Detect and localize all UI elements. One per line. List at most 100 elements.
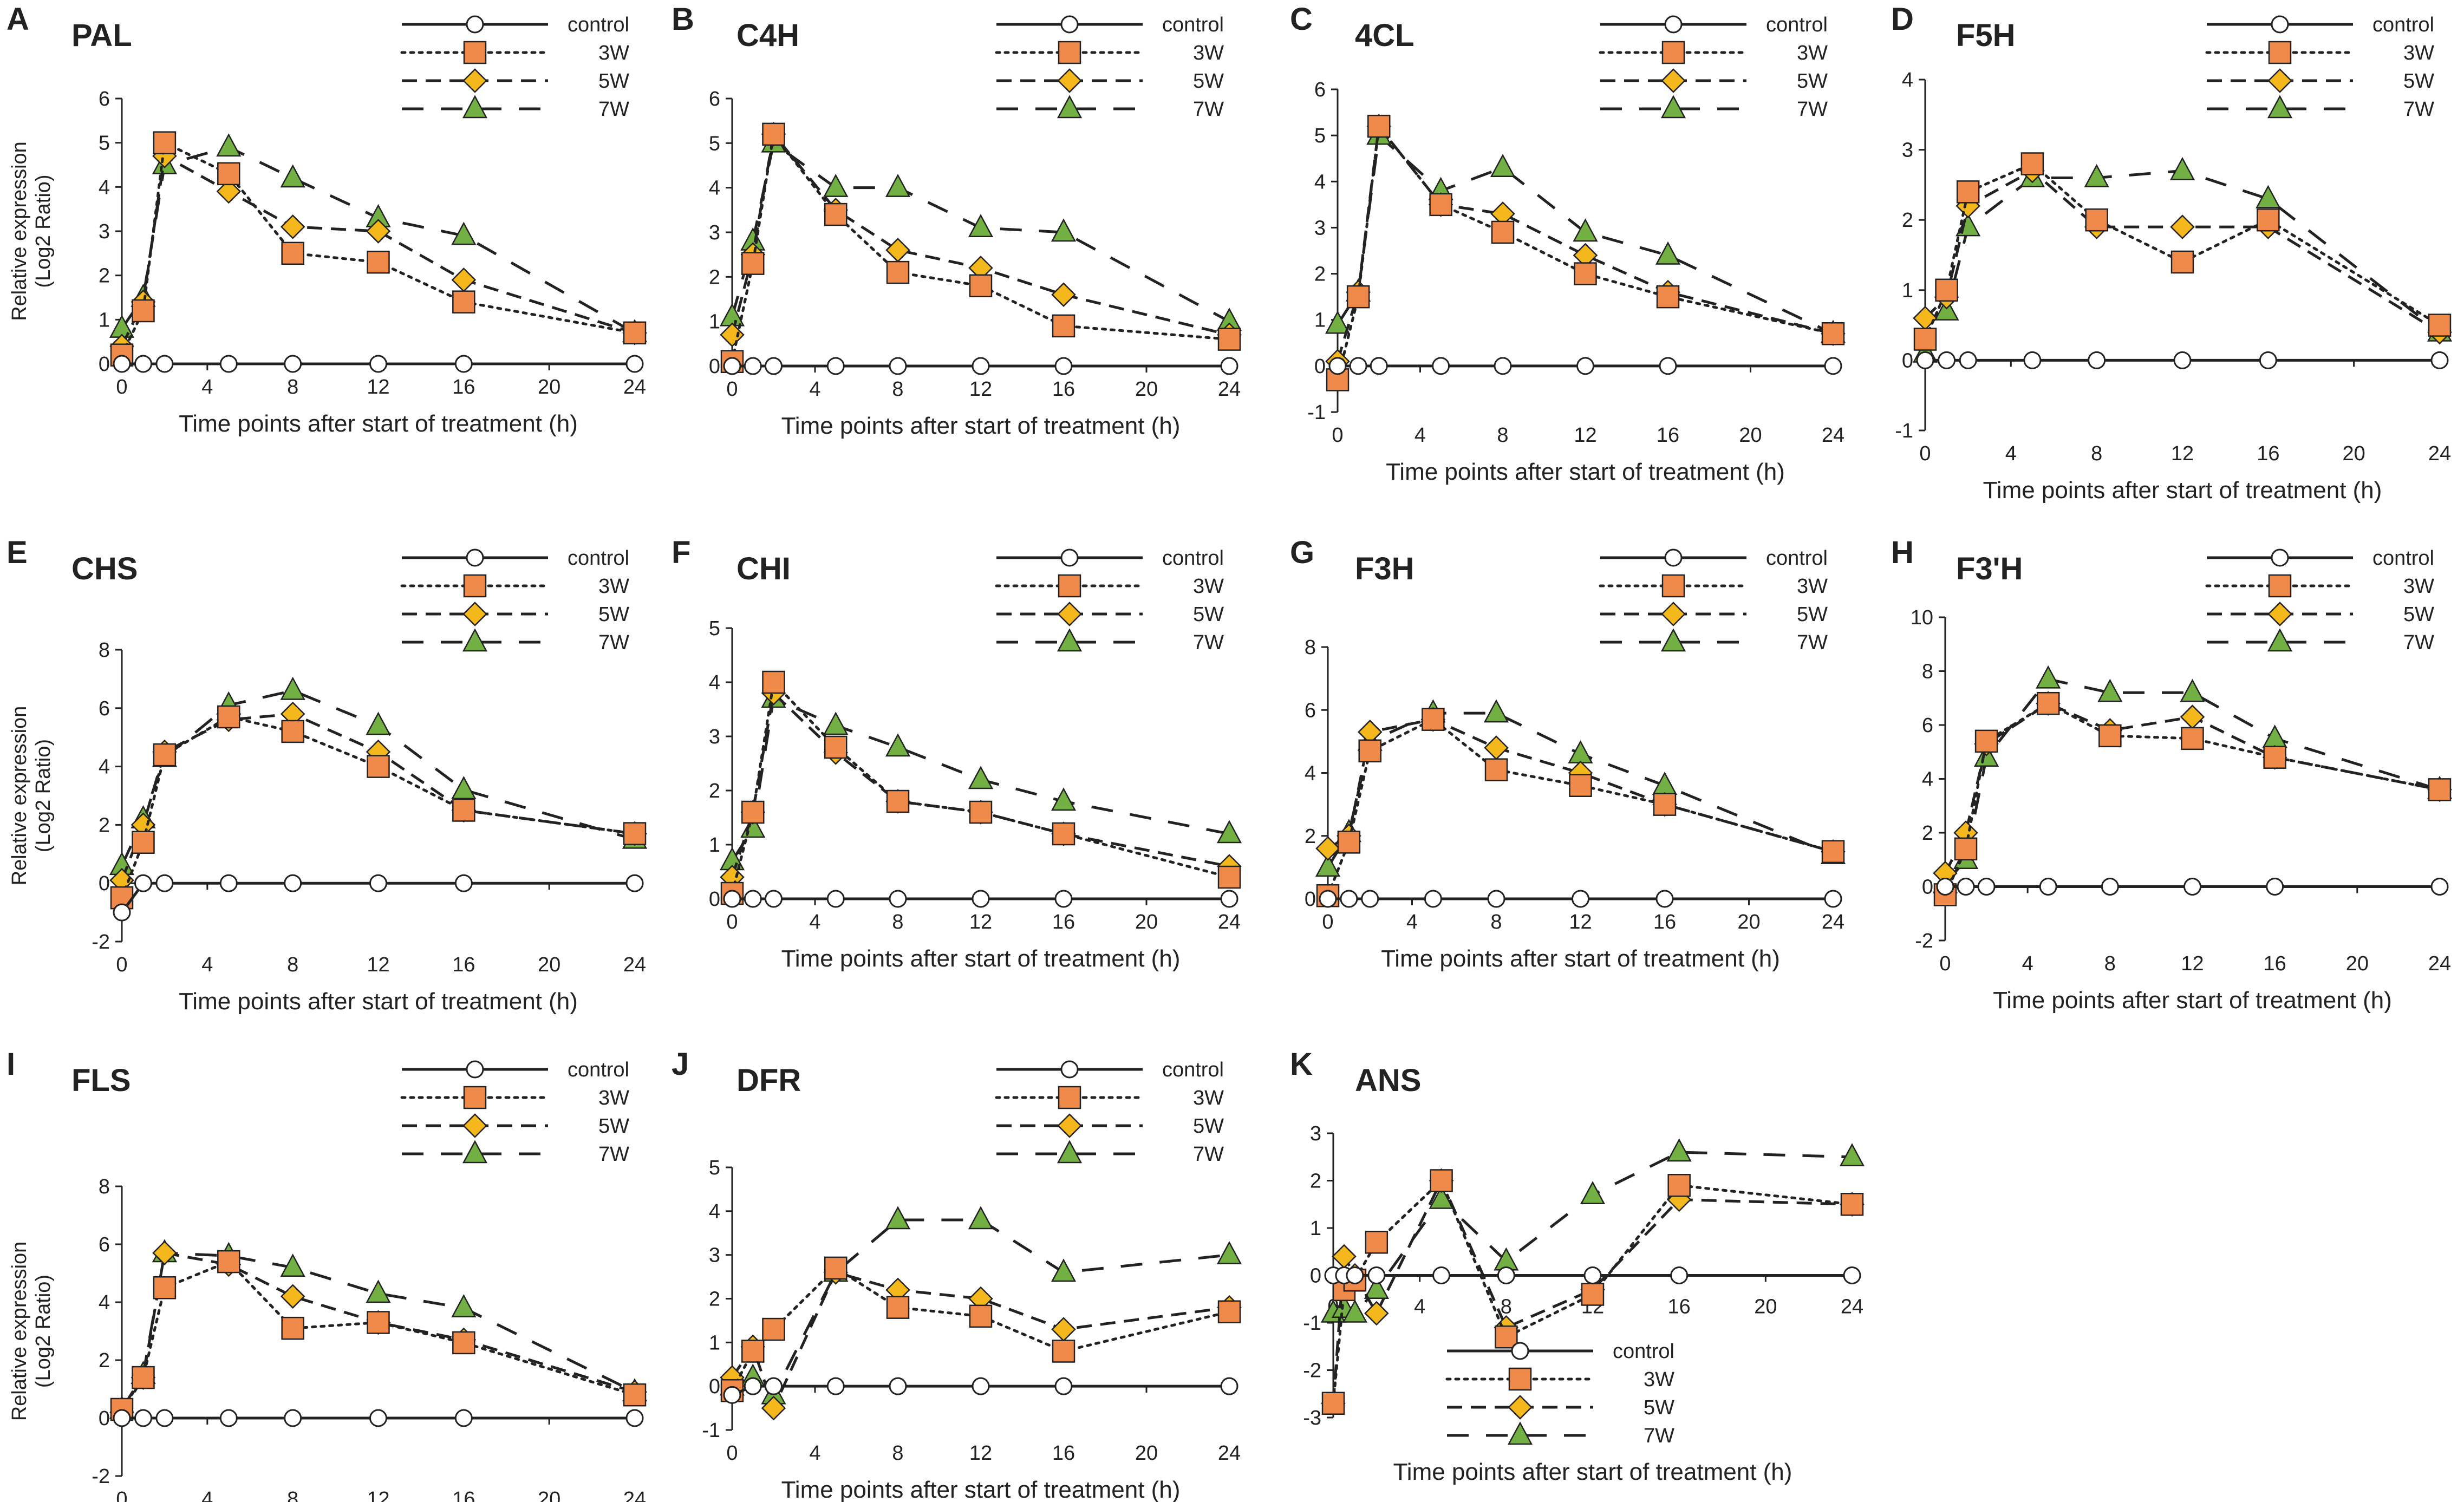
data-point-control [1494,357,1512,375]
data-point-3W [217,162,240,186]
legend-marker-7W [1057,628,1083,652]
x-axis-title: Time points after start of treatment (h) [179,988,578,1015]
x-axis-title: Time points after start of treatment (h) [1993,987,2392,1014]
data-point-control [1367,1266,1386,1284]
data-point-3W [1484,758,1508,781]
data-point-3W [741,800,765,824]
x-tick-label: 16 [1657,424,1679,447]
y-tick-label: 8 [1305,636,1316,659]
x-tick-label: 8 [1490,911,1502,933]
y-tick-label: 0 [99,353,110,376]
data-point-control [2183,878,2201,896]
x-tick-label: 16 [1668,1296,1691,1318]
data-point-control [134,355,152,373]
data-point-5W [152,1240,177,1265]
series-line-3W [120,715,636,899]
data-point-7W [2256,185,2281,208]
x-tick-label: 4 [201,1488,213,1502]
y-tick-label: 8 [1922,661,1933,683]
data-point-7W [2169,156,2195,180]
legend-marker-3W [1058,1086,1081,1109]
series-line-7W [1326,711,1834,868]
y-tick-label: 4 [1314,171,1326,193]
x-tick-label: 12 [969,911,992,933]
y-tick-label: 3 [1310,1122,1321,1145]
y-tick-label: 3 [709,1244,720,1267]
y-tick-label: 4 [99,1291,110,1314]
y-tick-label: 2 [1902,209,1913,232]
x-tick-label: 12 [1569,911,1592,933]
data-point-3W [2181,727,2204,750]
x-tick-label: 20 [1135,1442,1158,1465]
x-tick-label: 16 [452,376,475,399]
x-tick-label: 24 [623,1488,646,1502]
data-point-3W [969,1304,993,1328]
y-tick-label: 5 [709,1157,720,1179]
x-tick-label: 20 [1135,911,1158,933]
series-line-3W [731,1266,1231,1392]
y-tick-label: -2 [1915,930,1933,952]
x-tick-label: 20 [538,1488,560,1502]
data-point-3W [367,1311,390,1334]
data-point-7W [968,766,994,789]
legend-marker-5W [2267,602,2292,626]
data-point-3W [153,743,177,767]
data-point-control [765,357,783,375]
data-point-7W [280,676,305,700]
data-point-7W [2084,164,2109,187]
panel-letter: C [1290,2,1313,37]
x-tick-label: 24 [1822,911,1844,933]
x-tick-label: 12 [367,1488,389,1502]
data-point-3W [2085,208,2108,232]
series-line-7W [1924,169,2441,354]
y-tick-label: 6 [99,697,110,720]
x-tick-label: 16 [452,954,475,976]
data-point-control [219,874,238,892]
y-axis-title: (Log2 Ratio) [32,1275,55,1388]
y-tick-label: 1 [709,1331,720,1354]
data-point-control [1670,1266,1689,1284]
data-point-control [826,357,845,375]
x-tick-label: 0 [116,1488,127,1502]
legend-label: 3W [1193,575,1224,598]
data-point-control [765,890,783,908]
legend-label: control [1162,14,1224,36]
data-point-7W [1364,1276,1389,1299]
gene-title: ANS [1355,1063,1421,1098]
y-tick-label: 0 [1314,355,1326,378]
legend-label: 7W [1644,1425,1674,1447]
legend-marker-3W [1058,41,1081,64]
y-tick-label: 4 [1305,762,1316,785]
legend-label: 7W [598,98,629,121]
legend-label: 7W [598,1143,629,1166]
data-point-control [1977,878,1996,896]
data-point-control [155,1409,174,1427]
y-tick-label: 5 [1314,125,1326,147]
data-point-control [625,355,644,373]
data-point-control [625,874,644,892]
x-tick-label: 4 [809,911,820,933]
y-tick-label: 1 [1314,309,1326,332]
data-point-7W [451,776,477,799]
data-point-control [1576,357,1594,375]
series-line-5W [1327,718,1834,853]
data-point-3W [2257,208,2280,232]
data-point-3W [2020,152,2044,175]
data-point-3W [367,250,390,274]
legend-marker-control [466,1060,484,1079]
x-axis-title: Time points after start of treatment (h) [781,413,1181,439]
data-point-3W [2036,691,2060,715]
panel-letter: E [6,535,28,570]
data-point-5W [216,179,242,204]
y-tick-label: 6 [1922,714,1933,737]
gene-title: 4CL [1355,18,1414,53]
legend-marker-control [1511,1342,1529,1360]
legend-marker-3W [1508,1367,1532,1391]
data-point-control [723,1386,741,1404]
legend-label: 7W [2403,631,2434,654]
x-tick-label: 4 [1414,424,1426,447]
x-tick-label: 16 [2257,442,2279,465]
data-point-7W [1839,1143,1865,1166]
